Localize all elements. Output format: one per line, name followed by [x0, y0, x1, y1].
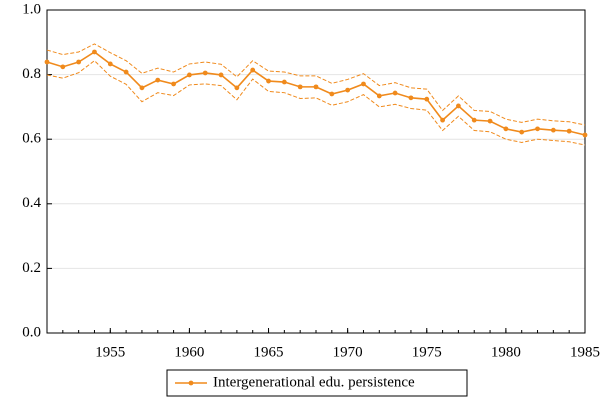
data-point	[250, 67, 256, 73]
x-tick-label: 1980	[491, 344, 521, 360]
data-point	[456, 103, 461, 109]
data-point	[408, 95, 414, 101]
data-point	[171, 81, 176, 87]
data-point	[519, 129, 525, 135]
y-tick-label: 1.0	[22, 1, 41, 17]
data-point	[329, 91, 335, 97]
series-line	[46, 51, 586, 136]
data-point	[218, 72, 224, 78]
data-point	[376, 93, 382, 99]
y-tick-label: 0.4	[22, 195, 41, 211]
data-point	[281, 79, 287, 85]
data-point	[566, 128, 572, 134]
data-point	[139, 85, 145, 91]
y-tick-label: 0.2	[22, 260, 41, 276]
y-tick-label: 0.6	[22, 131, 41, 147]
data-point	[155, 77, 161, 83]
ci-upper-line	[46, 43, 586, 126]
y-tick-label: 0.8	[22, 66, 41, 82]
legend-box	[166, 369, 468, 397]
data-point	[361, 81, 366, 87]
legend-label: Intergenerational edu. persistence	[213, 374, 415, 390]
x-tick-label: 1960	[174, 344, 204, 360]
data-point	[266, 78, 271, 84]
x-tick-label: 1955	[95, 344, 125, 360]
x-tick-label: 1985	[570, 344, 600, 360]
data-point	[60, 64, 66, 70]
data-point	[582, 132, 588, 138]
data-point	[297, 84, 303, 90]
data-point	[202, 70, 208, 76]
data-point	[92, 49, 97, 55]
data-point	[313, 84, 319, 90]
plot-frame	[46, 9, 586, 334]
data-point	[471, 117, 477, 123]
ci-lower-line	[46, 60, 586, 146]
data-point	[123, 69, 129, 75]
x-tick-label: 1965	[254, 344, 284, 360]
data-point	[392, 90, 398, 96]
data-point	[424, 96, 430, 102]
x-tick-label: 1970	[333, 344, 363, 360]
data-point	[440, 117, 445, 123]
data-point	[44, 59, 50, 65]
y-tick-label: 0.0	[22, 324, 41, 340]
data-point	[234, 85, 240, 91]
data-point	[107, 61, 113, 67]
data-point	[345, 87, 351, 93]
data-point	[535, 126, 540, 132]
data-point	[187, 72, 192, 78]
legend-marker	[188, 380, 194, 386]
data-point	[503, 126, 509, 132]
data-point	[487, 118, 493, 124]
x-tick-label: 1975	[412, 344, 442, 360]
data-point	[76, 59, 82, 65]
data-point	[550, 127, 556, 133]
